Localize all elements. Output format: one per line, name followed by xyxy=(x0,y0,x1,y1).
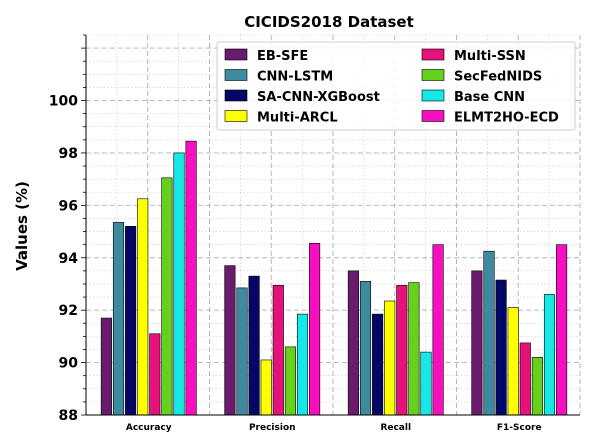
x-tick-label: Precision xyxy=(249,423,296,433)
bar-multi-arcl-f1-score xyxy=(507,307,519,416)
legend: EB-SFE CNN-LSTM SA-CNN-XGBoost Multi-ARCL Mu… xyxy=(216,41,576,131)
y-tick-label: 100 xyxy=(49,94,78,110)
bar-secfednids-recall xyxy=(408,282,420,416)
bar-sa-cnn-xgboost-accuracy xyxy=(125,226,137,416)
bar-eb-sfe-precision xyxy=(224,265,236,416)
bar-multi-ssn-accuracy xyxy=(149,333,161,416)
bars xyxy=(100,140,568,416)
legend-swatch xyxy=(224,48,248,61)
bar-base-cnn-recall xyxy=(420,351,432,416)
bar-multi-arcl-accuracy xyxy=(137,198,149,416)
legend-swatch xyxy=(224,69,248,81)
y-tick-label: 98 xyxy=(59,146,78,162)
bar-cnn-lstm-recall xyxy=(359,281,372,416)
legend-swatch xyxy=(421,110,445,122)
y-tick-label: 94 xyxy=(59,251,79,267)
x-tick-label: Recall xyxy=(380,423,411,433)
bar-secfednids-precision xyxy=(284,346,296,416)
y-tick-label: 96 xyxy=(59,198,78,214)
y-tick-label: 90 xyxy=(59,356,79,372)
legend-label: SecFedNIDS xyxy=(454,70,542,85)
bar-base-cnn-precision xyxy=(296,313,309,416)
x-tick-labels: Accuracy Precision Recall F1-Score xyxy=(126,423,542,433)
bar-secfednids-accuracy xyxy=(161,177,173,416)
x-tick-label: Accuracy xyxy=(126,423,172,433)
legend-swatch xyxy=(224,110,248,122)
bar-eb-sfe-accuracy xyxy=(100,317,112,416)
bar-eb-sfe-recall xyxy=(347,270,359,416)
legend-label: ELMT2HO-ECD xyxy=(454,111,559,126)
bar-multi-ssn-precision xyxy=(272,284,284,416)
axes xyxy=(81,34,580,416)
bar-elmt2ho-ecd-accuracy xyxy=(185,140,197,416)
legend-swatch xyxy=(421,89,445,102)
bar-sa-cnn-xgboost-recall xyxy=(372,313,384,416)
bar-cnn-lstm-precision xyxy=(236,287,248,416)
bar-base-cnn-accuracy xyxy=(173,152,185,416)
bar-cnn-lstm-f1-score xyxy=(483,250,495,416)
bar-sa-cnn-xgboost-f1-score xyxy=(495,279,507,416)
legend-swatch xyxy=(421,69,445,81)
bar-elmt2ho-ecd-recall xyxy=(432,244,444,416)
legend-swatch xyxy=(224,89,248,102)
bar-elmt2ho-ecd-f1-score xyxy=(556,244,568,416)
legend-label: SA-CNN-XGBoost xyxy=(257,90,380,105)
legend-label: CNN-LSTM xyxy=(257,70,333,85)
bar-multi-arcl-recall xyxy=(384,300,396,416)
bar-multi-ssn-f1-score xyxy=(519,342,531,416)
bar-cnn-lstm-accuracy xyxy=(112,222,125,416)
legend-label: Multi-SSN xyxy=(454,49,526,64)
y-tick-labels: 88 90 92 94 96 98 100 xyxy=(49,94,78,424)
bar-elmt2ho-ecd-precision xyxy=(309,243,321,416)
bar-secfednids-f1-score xyxy=(531,357,543,416)
legend-swatch xyxy=(421,48,445,61)
bar-base-cnn-f1-score xyxy=(543,294,556,416)
x-tick-label: F1-Score xyxy=(497,423,542,433)
bar-multi-arcl-precision xyxy=(260,359,272,416)
bar-sa-cnn-xgboost-precision xyxy=(248,275,260,416)
y-tick-label: 92 xyxy=(59,303,78,319)
legend-label: Multi-ARCL xyxy=(257,111,338,126)
legend-label: EB-SFE xyxy=(257,49,308,64)
bar-multi-ssn-recall xyxy=(396,284,408,416)
y-tick-label: 88 xyxy=(59,408,78,424)
legend-label: Base CNN xyxy=(454,90,525,105)
bar-eb-sfe-f1-score xyxy=(471,270,483,416)
y-axis-label: Values (%) xyxy=(13,181,31,271)
chart-title: CICIDS2018 Dataset xyxy=(244,13,414,31)
legend-box xyxy=(216,41,576,131)
